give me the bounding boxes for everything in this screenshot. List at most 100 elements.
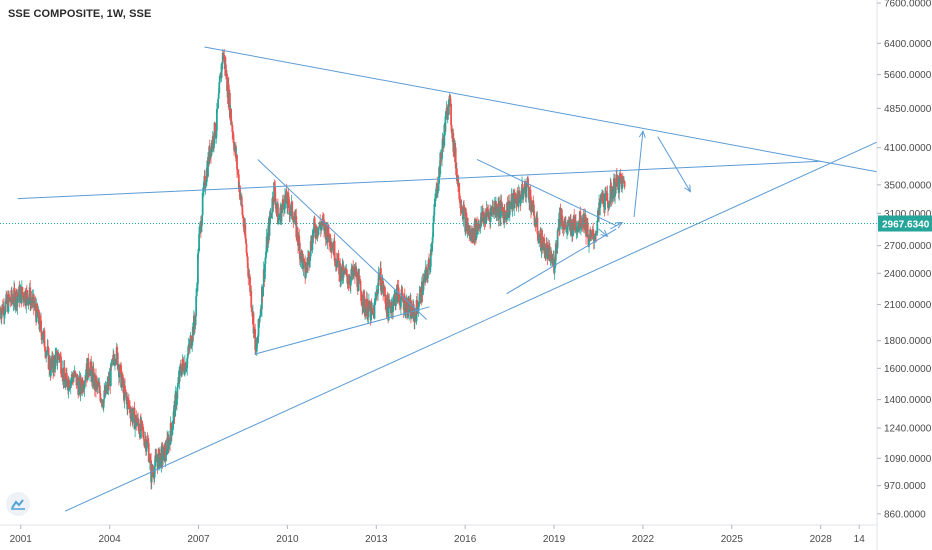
candle-body xyxy=(345,269,348,277)
candle-body xyxy=(230,121,233,125)
candle-body xyxy=(73,375,75,378)
candle-body xyxy=(117,366,120,378)
candle-body xyxy=(361,301,364,307)
y-tick-label: 1240.0000 xyxy=(884,424,932,435)
candle-body xyxy=(69,387,72,389)
trend-line[interactable] xyxy=(506,228,617,295)
candle-body xyxy=(145,447,148,452)
time-axis[interactable]: 2001 2004 2007 2010 2013 2016 2019 2022 2025 2028… xyxy=(10,525,866,545)
trend-line[interactable] xyxy=(64,141,878,512)
last-price-badge xyxy=(878,215,932,232)
candle-body xyxy=(149,457,152,461)
candle-body xyxy=(98,385,101,394)
candle-body xyxy=(182,359,185,364)
trend-line[interactable] xyxy=(257,159,427,320)
candle-body xyxy=(348,280,351,285)
candle-body xyxy=(504,211,507,216)
candle-body xyxy=(380,268,382,291)
candle-body xyxy=(610,185,612,187)
y-tick-label: 970.0000 xyxy=(884,481,926,492)
candle-body xyxy=(439,152,442,175)
candle-body xyxy=(566,227,568,233)
candle-body xyxy=(339,279,342,282)
candle-body xyxy=(74,371,77,374)
candle-body xyxy=(382,291,385,294)
candle-body xyxy=(507,212,510,217)
candle-body xyxy=(570,220,572,226)
trend-line[interactable] xyxy=(204,46,878,173)
candle-body xyxy=(429,266,432,270)
candle-body xyxy=(269,214,272,219)
candle-body xyxy=(500,201,502,218)
trend-line[interactable] xyxy=(657,136,691,192)
candle-body xyxy=(282,199,285,204)
candle-body xyxy=(319,221,322,227)
candle-body xyxy=(377,283,379,294)
candle-body xyxy=(450,103,452,126)
candle-body xyxy=(71,374,74,378)
candle-body xyxy=(506,202,509,217)
candle-body xyxy=(329,234,332,247)
candle-body xyxy=(147,441,150,444)
price-axis[interactable]: 7600.0000 6400.0000 5600.0000 4850.0000 4100… xyxy=(877,0,932,520)
candle-body xyxy=(131,416,134,422)
candle-body xyxy=(57,353,60,356)
candle-body xyxy=(509,204,512,206)
candle-body xyxy=(268,215,271,237)
candle-body xyxy=(489,208,492,222)
candle-body xyxy=(303,258,305,260)
candle-body xyxy=(283,208,286,210)
candle-body xyxy=(553,267,556,273)
candle-body xyxy=(305,264,308,273)
candle-body xyxy=(443,124,446,146)
candle-body xyxy=(498,206,501,219)
candle-body xyxy=(8,294,10,300)
trend-line[interactable] xyxy=(254,306,430,355)
trend-line[interactable] xyxy=(17,160,821,200)
candle-body xyxy=(25,290,28,306)
candle-body xyxy=(225,64,227,77)
trend-line[interactable] xyxy=(476,159,617,227)
candle-body xyxy=(229,93,231,118)
candle-body xyxy=(166,438,169,440)
candle-body xyxy=(257,336,259,342)
candle-body xyxy=(543,238,546,244)
candle-body xyxy=(496,213,499,215)
trend-lines[interactable] xyxy=(17,46,878,512)
candle-body xyxy=(388,299,391,304)
trend-line[interactable] xyxy=(598,228,608,237)
candle-body xyxy=(119,364,122,366)
candle-body xyxy=(182,363,185,372)
candle-body xyxy=(503,211,506,224)
candle-body xyxy=(576,226,579,232)
candle-body xyxy=(291,216,294,220)
trend-line[interactable] xyxy=(610,222,623,230)
candle-body xyxy=(143,441,146,446)
trend-line[interactable] xyxy=(633,131,644,218)
y-tick-label: 2100.0000 xyxy=(884,300,932,311)
candle-body xyxy=(126,398,129,410)
candle-body xyxy=(434,201,436,204)
candle-body xyxy=(303,259,306,262)
candle-body xyxy=(59,355,62,357)
candle-body xyxy=(373,302,376,319)
candle-body xyxy=(240,196,243,205)
candle-body xyxy=(51,356,54,369)
candle-body xyxy=(435,189,438,199)
candle-body xyxy=(438,167,440,184)
candle-body xyxy=(9,301,12,303)
candle-body xyxy=(449,96,451,99)
candle-body xyxy=(501,207,504,212)
candle-body xyxy=(548,246,551,248)
candle-body xyxy=(485,216,487,224)
y-tick-label: 860.0000 xyxy=(884,509,926,520)
candle-body xyxy=(74,373,77,375)
candle-body xyxy=(248,276,251,277)
tradingview-logo-icon[interactable] xyxy=(6,492,30,516)
candle-body xyxy=(216,108,219,110)
candle-body xyxy=(496,214,498,216)
candle-body xyxy=(255,343,258,352)
candle-body xyxy=(476,222,479,230)
candle-body xyxy=(250,307,253,312)
